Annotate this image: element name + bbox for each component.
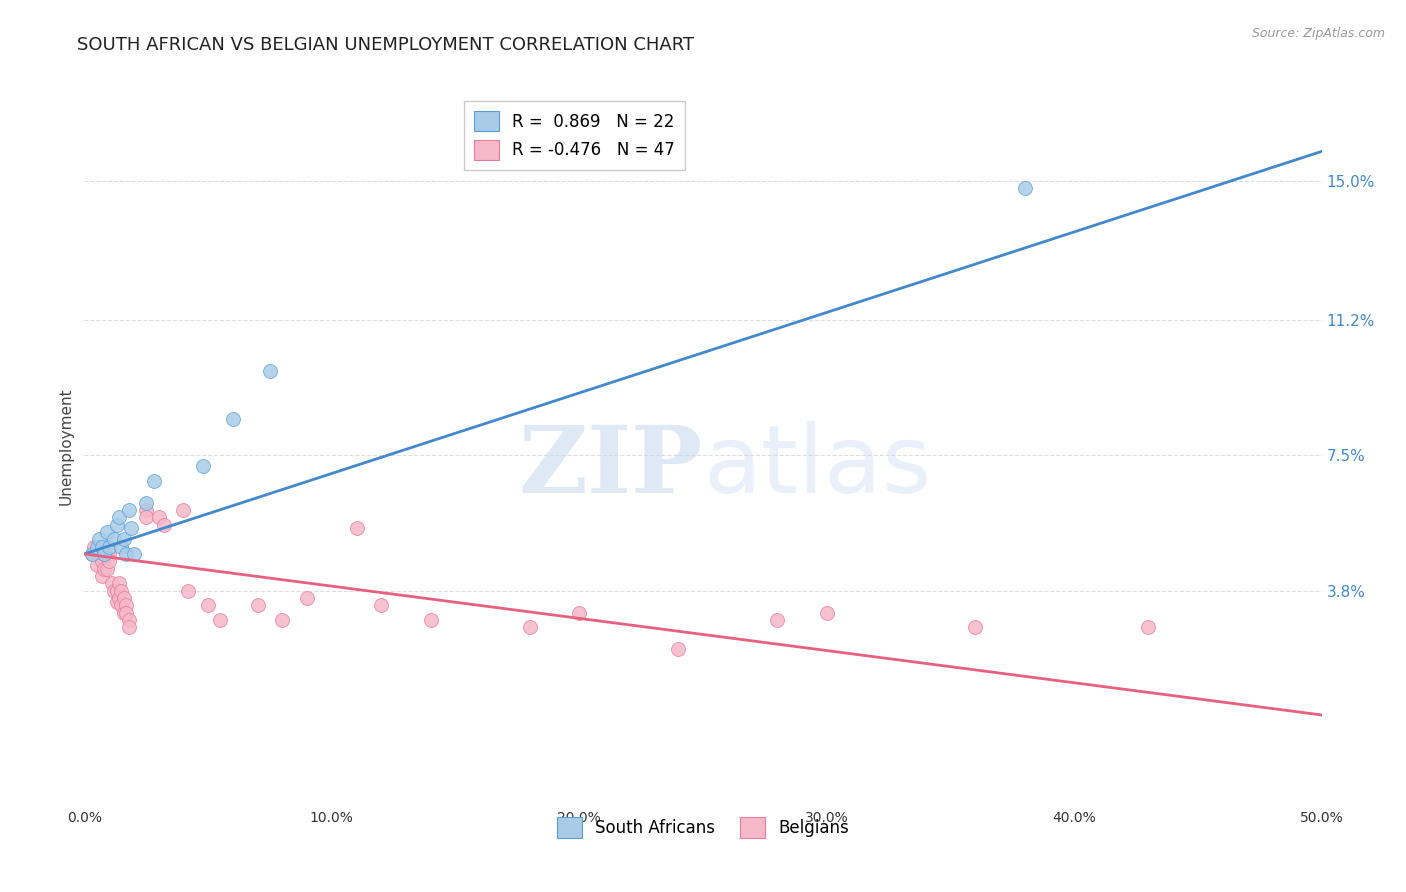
Point	[148, 510, 170, 524]
Point	[191, 459, 214, 474]
Point	[98, 540, 121, 554]
Point	[89, 540, 111, 554]
Point	[80, 547, 103, 561]
Legend: South Africans, Belgians: South Africans, Belgians	[550, 811, 856, 845]
Point	[1137, 620, 1160, 634]
Point	[142, 474, 165, 488]
Point	[108, 591, 131, 605]
Point	[108, 510, 131, 524]
Point	[86, 558, 108, 572]
Point	[135, 510, 157, 524]
Y-axis label: Unemployment: Unemployment	[58, 387, 73, 505]
Text: atlas: atlas	[703, 421, 931, 514]
Point	[115, 606, 138, 620]
Point	[112, 606, 135, 620]
Point	[815, 606, 838, 620]
Point	[177, 583, 200, 598]
Point	[135, 496, 157, 510]
Point	[222, 411, 245, 425]
Point	[96, 524, 118, 539]
Point	[83, 540, 105, 554]
Point	[666, 642, 689, 657]
Point	[271, 613, 294, 627]
Point	[93, 547, 115, 561]
Point	[346, 521, 368, 535]
Point	[209, 613, 232, 627]
Point	[105, 594, 128, 608]
Point	[90, 540, 112, 554]
Point	[96, 547, 118, 561]
Point	[118, 613, 141, 627]
Point	[115, 547, 138, 561]
Point	[112, 591, 135, 605]
Point	[86, 540, 108, 554]
Point	[568, 606, 591, 620]
Point	[120, 521, 142, 535]
Point	[93, 547, 115, 561]
Point	[96, 561, 118, 575]
Point	[100, 576, 122, 591]
Point	[135, 503, 157, 517]
Point	[519, 620, 541, 634]
Point	[419, 613, 441, 627]
Point	[246, 598, 269, 612]
Point	[110, 583, 132, 598]
Point	[98, 547, 121, 561]
Point	[295, 591, 318, 605]
Point	[89, 533, 111, 547]
Point	[197, 598, 219, 612]
Point	[172, 503, 194, 517]
Point	[80, 547, 103, 561]
Point	[122, 547, 145, 561]
Point	[965, 620, 987, 634]
Text: Source: ZipAtlas.com: Source: ZipAtlas.com	[1251, 27, 1385, 40]
Point	[98, 554, 121, 568]
Point	[118, 620, 141, 634]
Point	[370, 598, 392, 612]
Text: SOUTH AFRICAN VS BELGIAN UNEMPLOYMENT CORRELATION CHART: SOUTH AFRICAN VS BELGIAN UNEMPLOYMENT CO…	[77, 36, 695, 54]
Point	[105, 583, 128, 598]
Point	[112, 533, 135, 547]
Point	[93, 561, 115, 575]
Point	[1014, 181, 1036, 195]
Point	[108, 576, 131, 591]
Point	[115, 598, 138, 612]
Point	[103, 533, 125, 547]
Point	[152, 517, 174, 532]
Point	[110, 598, 132, 612]
Text: ZIP: ZIP	[519, 423, 703, 512]
Point	[103, 583, 125, 598]
Point	[259, 364, 281, 378]
Point	[105, 517, 128, 532]
Point	[90, 569, 112, 583]
Point	[766, 613, 789, 627]
Point	[90, 554, 112, 568]
Point	[118, 503, 141, 517]
Point	[110, 540, 132, 554]
